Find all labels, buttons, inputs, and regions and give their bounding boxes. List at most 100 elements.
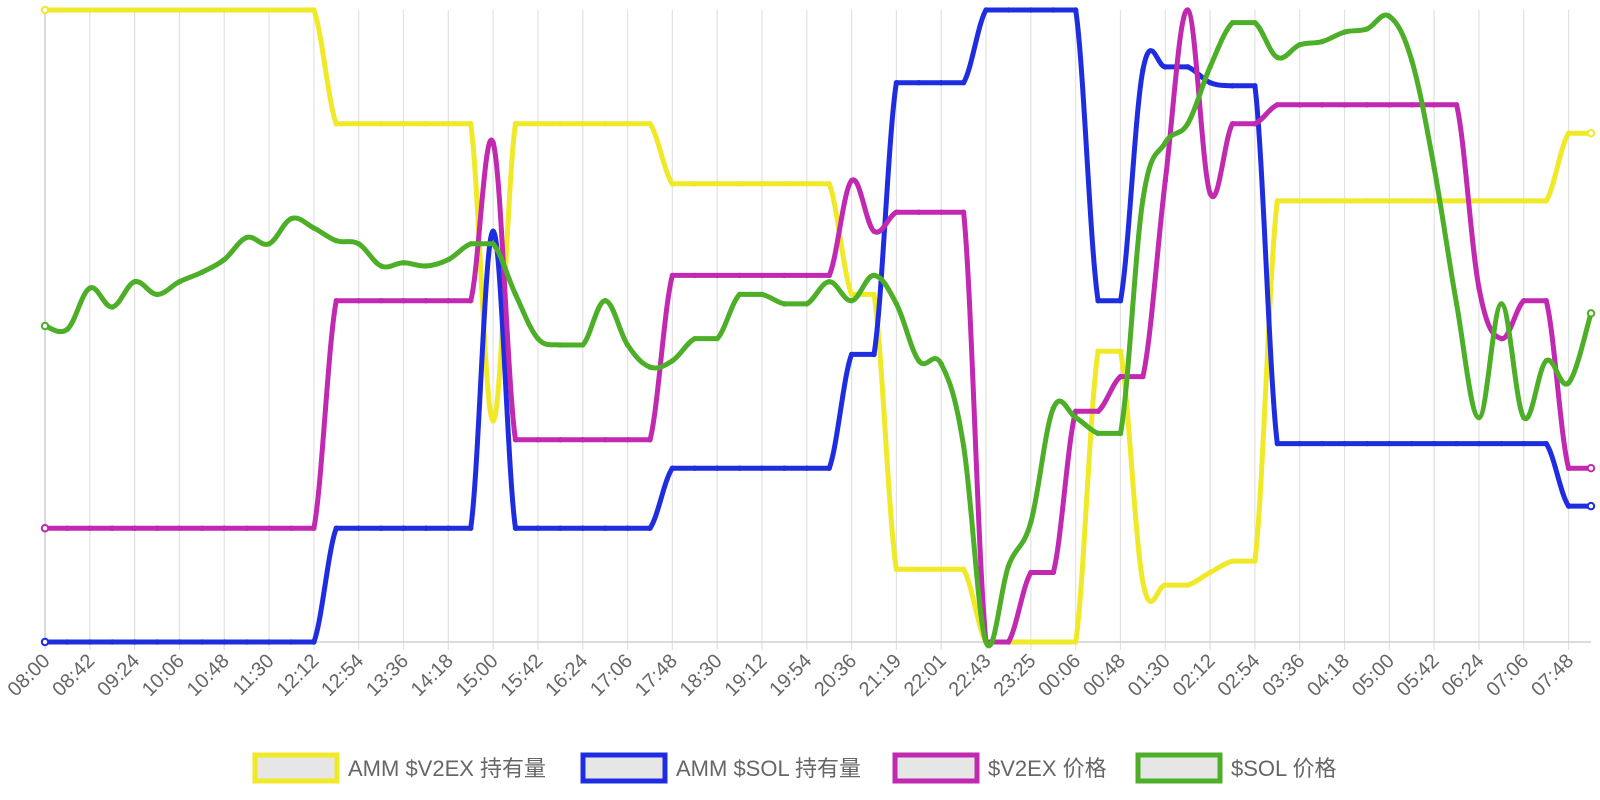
data-point[interactable]: [916, 566, 922, 573]
data-point[interactable]: [736, 272, 743, 279]
data-point[interactable]: [1409, 440, 1415, 447]
data-point[interactable]: [445, 256, 452, 263]
legend-swatch-sol-holding[interactable]: [580, 752, 668, 784]
data-point[interactable]: [199, 525, 205, 531]
data-point[interactable]: [535, 121, 541, 127]
data-point[interactable]: [1050, 405, 1056, 411]
data-point[interactable]: [848, 291, 855, 298]
data-point[interactable]: [1543, 198, 1549, 204]
data-point[interactable]: [781, 301, 788, 307]
legend-swatch-v2ex-holding[interactable]: [252, 752, 340, 784]
data-point[interactable]: [692, 181, 698, 187]
data-point[interactable]: [221, 7, 227, 13]
data-point[interactable]: [1521, 440, 1527, 447]
data-point[interactable]: [1274, 198, 1281, 204]
data-point[interactable]: [1207, 190, 1213, 196]
data-point[interactable]: [893, 79, 900, 86]
data-point[interactable]: [490, 241, 496, 247]
data-point[interactable]: [445, 298, 452, 304]
data-point[interactable]: [1586, 464, 1596, 473]
data-point[interactable]: [1028, 569, 1034, 576]
data-point[interactable]: [759, 291, 765, 298]
data-point[interactable]: [1386, 13, 1393, 20]
data-point[interactable]: [87, 525, 93, 531]
data-point[interactable]: [1364, 440, 1370, 447]
data-point[interactable]: [602, 298, 608, 304]
data-point[interactable]: [893, 566, 900, 573]
data-point[interactable]: [288, 525, 295, 531]
data-point[interactable]: [826, 272, 832, 279]
data-point[interactable]: [669, 358, 676, 364]
data-point[interactable]: [647, 364, 653, 370]
data-point[interactable]: [243, 234, 250, 241]
data-point[interactable]: [1050, 639, 1056, 645]
data-point[interactable]: [1184, 582, 1191, 588]
data-point[interactable]: [1095, 298, 1101, 304]
data-point[interactable]: [378, 121, 384, 127]
legend-item-v2ex-holding[interactable]: AMM $V2EX 持有量: [252, 752, 546, 784]
data-point[interactable]: [1498, 440, 1505, 447]
data-point[interactable]: [1095, 430, 1101, 437]
data-point[interactable]: [826, 465, 832, 471]
data-point[interactable]: [647, 121, 653, 127]
data-point[interactable]: [1521, 414, 1527, 421]
data-point[interactable]: [468, 298, 474, 304]
data-point[interactable]: [355, 241, 362, 247]
data-point[interactable]: [1453, 102, 1460, 108]
data-point[interactable]: [1521, 298, 1527, 304]
data-point[interactable]: [1409, 198, 1415, 204]
data-point[interactable]: [960, 443, 967, 449]
data-point[interactable]: [804, 181, 810, 187]
legend-label-v2ex-price[interactable]: $V2EX 价格: [988, 756, 1107, 781]
data-point[interactable]: [1409, 102, 1415, 108]
data-point[interactable]: [1072, 408, 1079, 415]
data-point[interactable]: [131, 525, 138, 531]
data-point[interactable]: [759, 272, 765, 279]
data-point[interactable]: [1028, 639, 1034, 645]
data-point[interactable]: [960, 566, 967, 573]
data-point[interactable]: [131, 279, 138, 285]
data-point[interactable]: [1297, 198, 1303, 204]
data-point[interactable]: [423, 121, 429, 127]
data-point[interactable]: [1095, 408, 1101, 415]
data-point[interactable]: [400, 121, 407, 127]
data-point[interactable]: [624, 342, 631, 348]
data-point[interactable]: [714, 181, 720, 187]
data-point[interactable]: [176, 279, 183, 285]
data-point[interactable]: [40, 524, 50, 533]
data-point[interactable]: [490, 140, 496, 146]
data-point[interactable]: [1005, 7, 1012, 13]
data-point[interactable]: [535, 525, 541, 531]
data-point[interactable]: [669, 272, 676, 279]
data-point[interactable]: [378, 525, 384, 531]
data-point[interactable]: [1453, 301, 1460, 307]
data-point[interactable]: [580, 121, 586, 127]
data-point[interactable]: [400, 298, 407, 304]
data-point[interactable]: [87, 7, 93, 13]
data-point[interactable]: [243, 7, 250, 13]
data-point[interactable]: [109, 639, 115, 645]
data-point[interactable]: [714, 335, 720, 342]
data-point[interactable]: [692, 335, 698, 342]
data-point[interactable]: [311, 525, 317, 531]
data-point[interactable]: [40, 5, 50, 15]
data-point[interactable]: [266, 525, 272, 531]
data-point[interactable]: [1409, 57, 1415, 64]
data-point[interactable]: [557, 525, 564, 531]
data-point[interactable]: [1341, 102, 1348, 108]
data-point[interactable]: [288, 7, 295, 13]
data-point[interactable]: [333, 525, 339, 531]
data-point[interactable]: [557, 342, 564, 348]
data-point[interactable]: [1386, 440, 1393, 447]
data-point[interactable]: [1028, 7, 1034, 13]
data-point[interactable]: [1072, 7, 1079, 13]
data-point[interactable]: [826, 279, 832, 285]
data-point[interactable]: [109, 7, 115, 13]
data-point[interactable]: [580, 342, 586, 348]
data-point[interactable]: [1386, 102, 1393, 108]
data-point[interactable]: [804, 272, 810, 279]
data-point[interactable]: [131, 7, 138, 13]
data-point[interactable]: [311, 7, 317, 13]
data-point[interactable]: [1229, 558, 1236, 564]
data-point[interactable]: [512, 121, 519, 127]
